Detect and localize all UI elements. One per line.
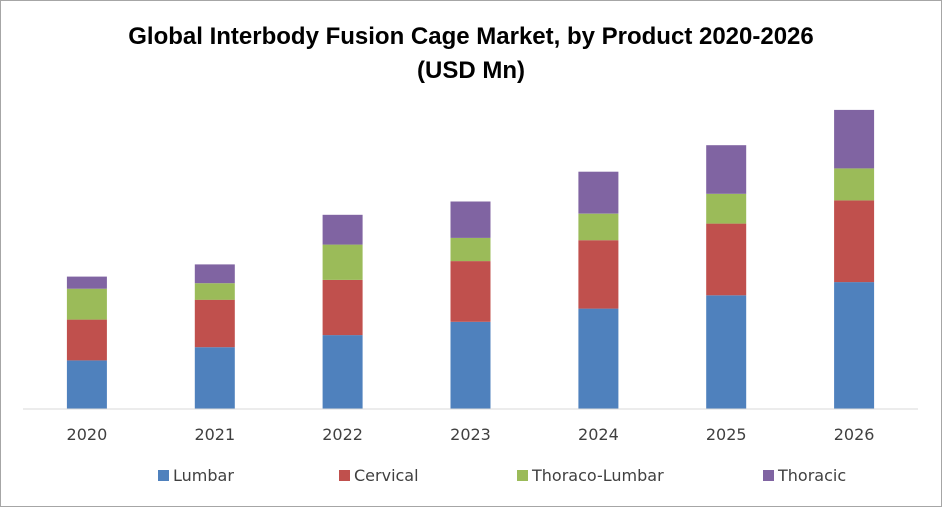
bar-thoraco-lumbar-2020 <box>66 288 107 320</box>
bar-lumbar-2025 <box>706 295 747 409</box>
bar-cervical-2023 <box>450 261 491 322</box>
x-tick-label: 2021 <box>194 425 235 444</box>
bar-group <box>66 109 875 409</box>
legend-swatch-thoracic <box>763 470 774 481</box>
bar-cervical-2026 <box>834 200 875 283</box>
bar-cervical-2021 <box>194 299 235 348</box>
bar-cervical-2025 <box>706 223 747 296</box>
bar-thoracic-2020 <box>66 276 107 289</box>
bar-thoracic-2022 <box>322 214 363 245</box>
bar-thoracic-2024 <box>578 171 619 214</box>
bar-thoracic-2025 <box>706 145 747 194</box>
x-tick-label: 2026 <box>834 425 875 444</box>
x-tick-label: 2020 <box>67 425 108 444</box>
bar-cervical-2024 <box>578 240 619 309</box>
legend-swatch-lumbar <box>158 470 169 481</box>
bar-thoraco-lumbar-2022 <box>322 244 363 280</box>
chart-title-line1: Global Interbody Fusion Cage Market, by … <box>128 23 814 50</box>
bar-cervical-2022 <box>322 279 363 336</box>
x-tick-label: 2024 <box>578 425 619 444</box>
legend-label-thoraco-lumbar: Thoraco-Lumbar <box>531 466 664 485</box>
bar-lumbar-2022 <box>322 335 363 409</box>
bar-lumbar-2023 <box>450 321 491 409</box>
x-tick-label: 2022 <box>322 425 363 444</box>
bar-lumbar-2021 <box>194 347 235 409</box>
bar-lumbar-2020 <box>66 360 107 409</box>
bar-thoraco-lumbar-2025 <box>706 193 747 224</box>
bar-lumbar-2026 <box>834 282 875 409</box>
chart-title-line2: (USD Mn) <box>417 57 525 84</box>
bar-thoraco-lumbar-2023 <box>450 237 491 262</box>
x-tick-label: 2025 <box>706 425 747 444</box>
legend-label-cervical: Cervical <box>354 466 419 485</box>
bar-cervical-2020 <box>66 319 107 361</box>
bar-thoracic-2026 <box>834 109 875 169</box>
bar-thoraco-lumbar-2024 <box>578 213 619 241</box>
legend-swatch-thoraco-lumbar <box>517 470 528 481</box>
chart-title: Global Interbody Fusion Cage Market, by … <box>0 20 942 88</box>
x-tick-label: 2023 <box>450 425 491 444</box>
bar-lumbar-2024 <box>578 308 619 409</box>
bar-thoracic-2021 <box>194 264 235 284</box>
bar-thoraco-lumbar-2026 <box>834 168 875 201</box>
x-tick-labels: 2020 2021 2022 2023 2024 2025 2026 <box>67 425 875 444</box>
bar-thoraco-lumbar-2021 <box>194 283 235 300</box>
legend-label-thoracic: Thoracic <box>777 466 846 485</box>
legend: Lumbar Cervical Thoraco-Lumbar Thoracic <box>158 466 846 485</box>
bar-thoracic-2023 <box>450 201 491 238</box>
legend-label-lumbar: Lumbar <box>173 466 234 485</box>
legend-swatch-cervical <box>339 470 350 481</box>
